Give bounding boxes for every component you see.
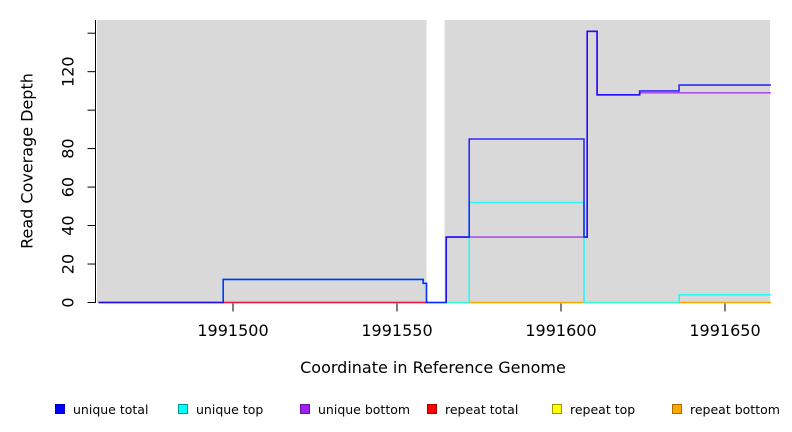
legend-item-unique-top: unique top (178, 399, 263, 419)
legend-label-repeat-top: repeat top (570, 401, 636, 417)
legend-label-unique-bottom: unique bottom (318, 401, 411, 417)
y-tick-label: 20 (59, 254, 78, 274)
legend-swatch-repeat-total (427, 404, 437, 414)
legend-item-repeat-bottom: repeat bottom (672, 399, 780, 419)
y-tick-label: 40 (59, 215, 78, 235)
legend-item-repeat-total: repeat total (427, 399, 518, 419)
x-tick-label: 1991650 (689, 321, 760, 340)
x-tick-label: 1991550 (361, 321, 432, 340)
legend-swatch-unique-top (178, 404, 188, 414)
legend-swatch-repeat-top (552, 404, 562, 414)
legend-label-repeat-bottom: repeat bottom (690, 401, 780, 417)
y-tick-label: 0 (59, 297, 78, 307)
legend-swatch-unique-total (55, 404, 65, 414)
y-tick-label: 60 (59, 177, 78, 197)
legend-item-unique-bottom: unique bottom (300, 399, 410, 419)
legend-label-unique-total: unique total (73, 401, 149, 417)
legend-swatch-unique-bottom (300, 404, 310, 414)
legend-label-unique-top: unique top (196, 401, 264, 417)
legend-label-repeat-total: repeat total (445, 401, 519, 417)
series-line-unique-total (98, 30, 771, 304)
masked-region (426, 20, 445, 303)
legend-item-repeat-top: repeat top (552, 399, 635, 419)
x-tick-label: 1991600 (525, 321, 596, 340)
y-tick-label: 120 (59, 56, 78, 87)
legend: unique total unique top unique bottom repea… (0, 399, 792, 421)
y-tick-label: 80 (59, 138, 78, 158)
x-axis-title: Coordinate in Reference Genome (300, 358, 566, 377)
x-tick-label: 1991500 (197, 321, 268, 340)
legend-item-unique-total: unique total (55, 399, 148, 419)
legend-swatch-repeat-bottom (672, 404, 682, 414)
